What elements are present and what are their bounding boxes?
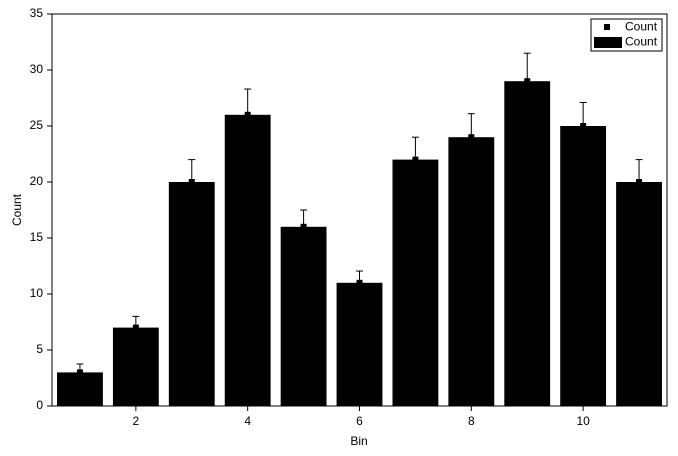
x-axis-label: Bin	[350, 434, 367, 448]
y-tick-label: 25	[30, 118, 44, 132]
x-tick-label: 8	[468, 414, 475, 428]
y-axis-label: Count	[10, 193, 24, 226]
y-tick-label: 10	[30, 286, 44, 300]
bar	[448, 137, 495, 406]
point-marker	[188, 179, 195, 185]
point-marker	[412, 156, 419, 163]
y-tick-label: 20	[30, 174, 44, 188]
bar	[616, 182, 662, 406]
y-tick-label: 5	[36, 342, 43, 356]
y-tick-label: 15	[30, 230, 44, 244]
y-tick-label: 35	[30, 6, 44, 20]
bar	[504, 81, 551, 406]
x-tick-label: 10	[576, 414, 590, 428]
point-marker	[244, 111, 251, 118]
legend-label: Count	[625, 20, 658, 34]
x-tick-label: 4	[244, 414, 251, 428]
point-marker	[468, 134, 475, 141]
point-marker	[524, 78, 531, 85]
point-marker	[356, 279, 363, 286]
x-tick-label: 6	[356, 414, 363, 428]
point-marker	[132, 324, 139, 331]
point-marker	[580, 123, 587, 129]
bar	[168, 182, 215, 406]
y-tick-label: 30	[30, 62, 44, 76]
point-marker	[300, 223, 307, 230]
y-tick-label: 0	[36, 398, 43, 412]
bar	[224, 114, 271, 407]
bar	[560, 126, 607, 406]
legend-marker	[604, 24, 610, 30]
point-marker	[76, 369, 83, 376]
legend-swatch	[594, 37, 622, 48]
x-tick-label: 2	[133, 414, 140, 428]
legend-label: Count	[625, 35, 658, 49]
bar	[392, 159, 439, 406]
point-marker	[636, 179, 643, 185]
bar	[57, 372, 103, 406]
bar	[112, 327, 159, 406]
bar	[336, 282, 383, 406]
bar	[280, 226, 327, 406]
